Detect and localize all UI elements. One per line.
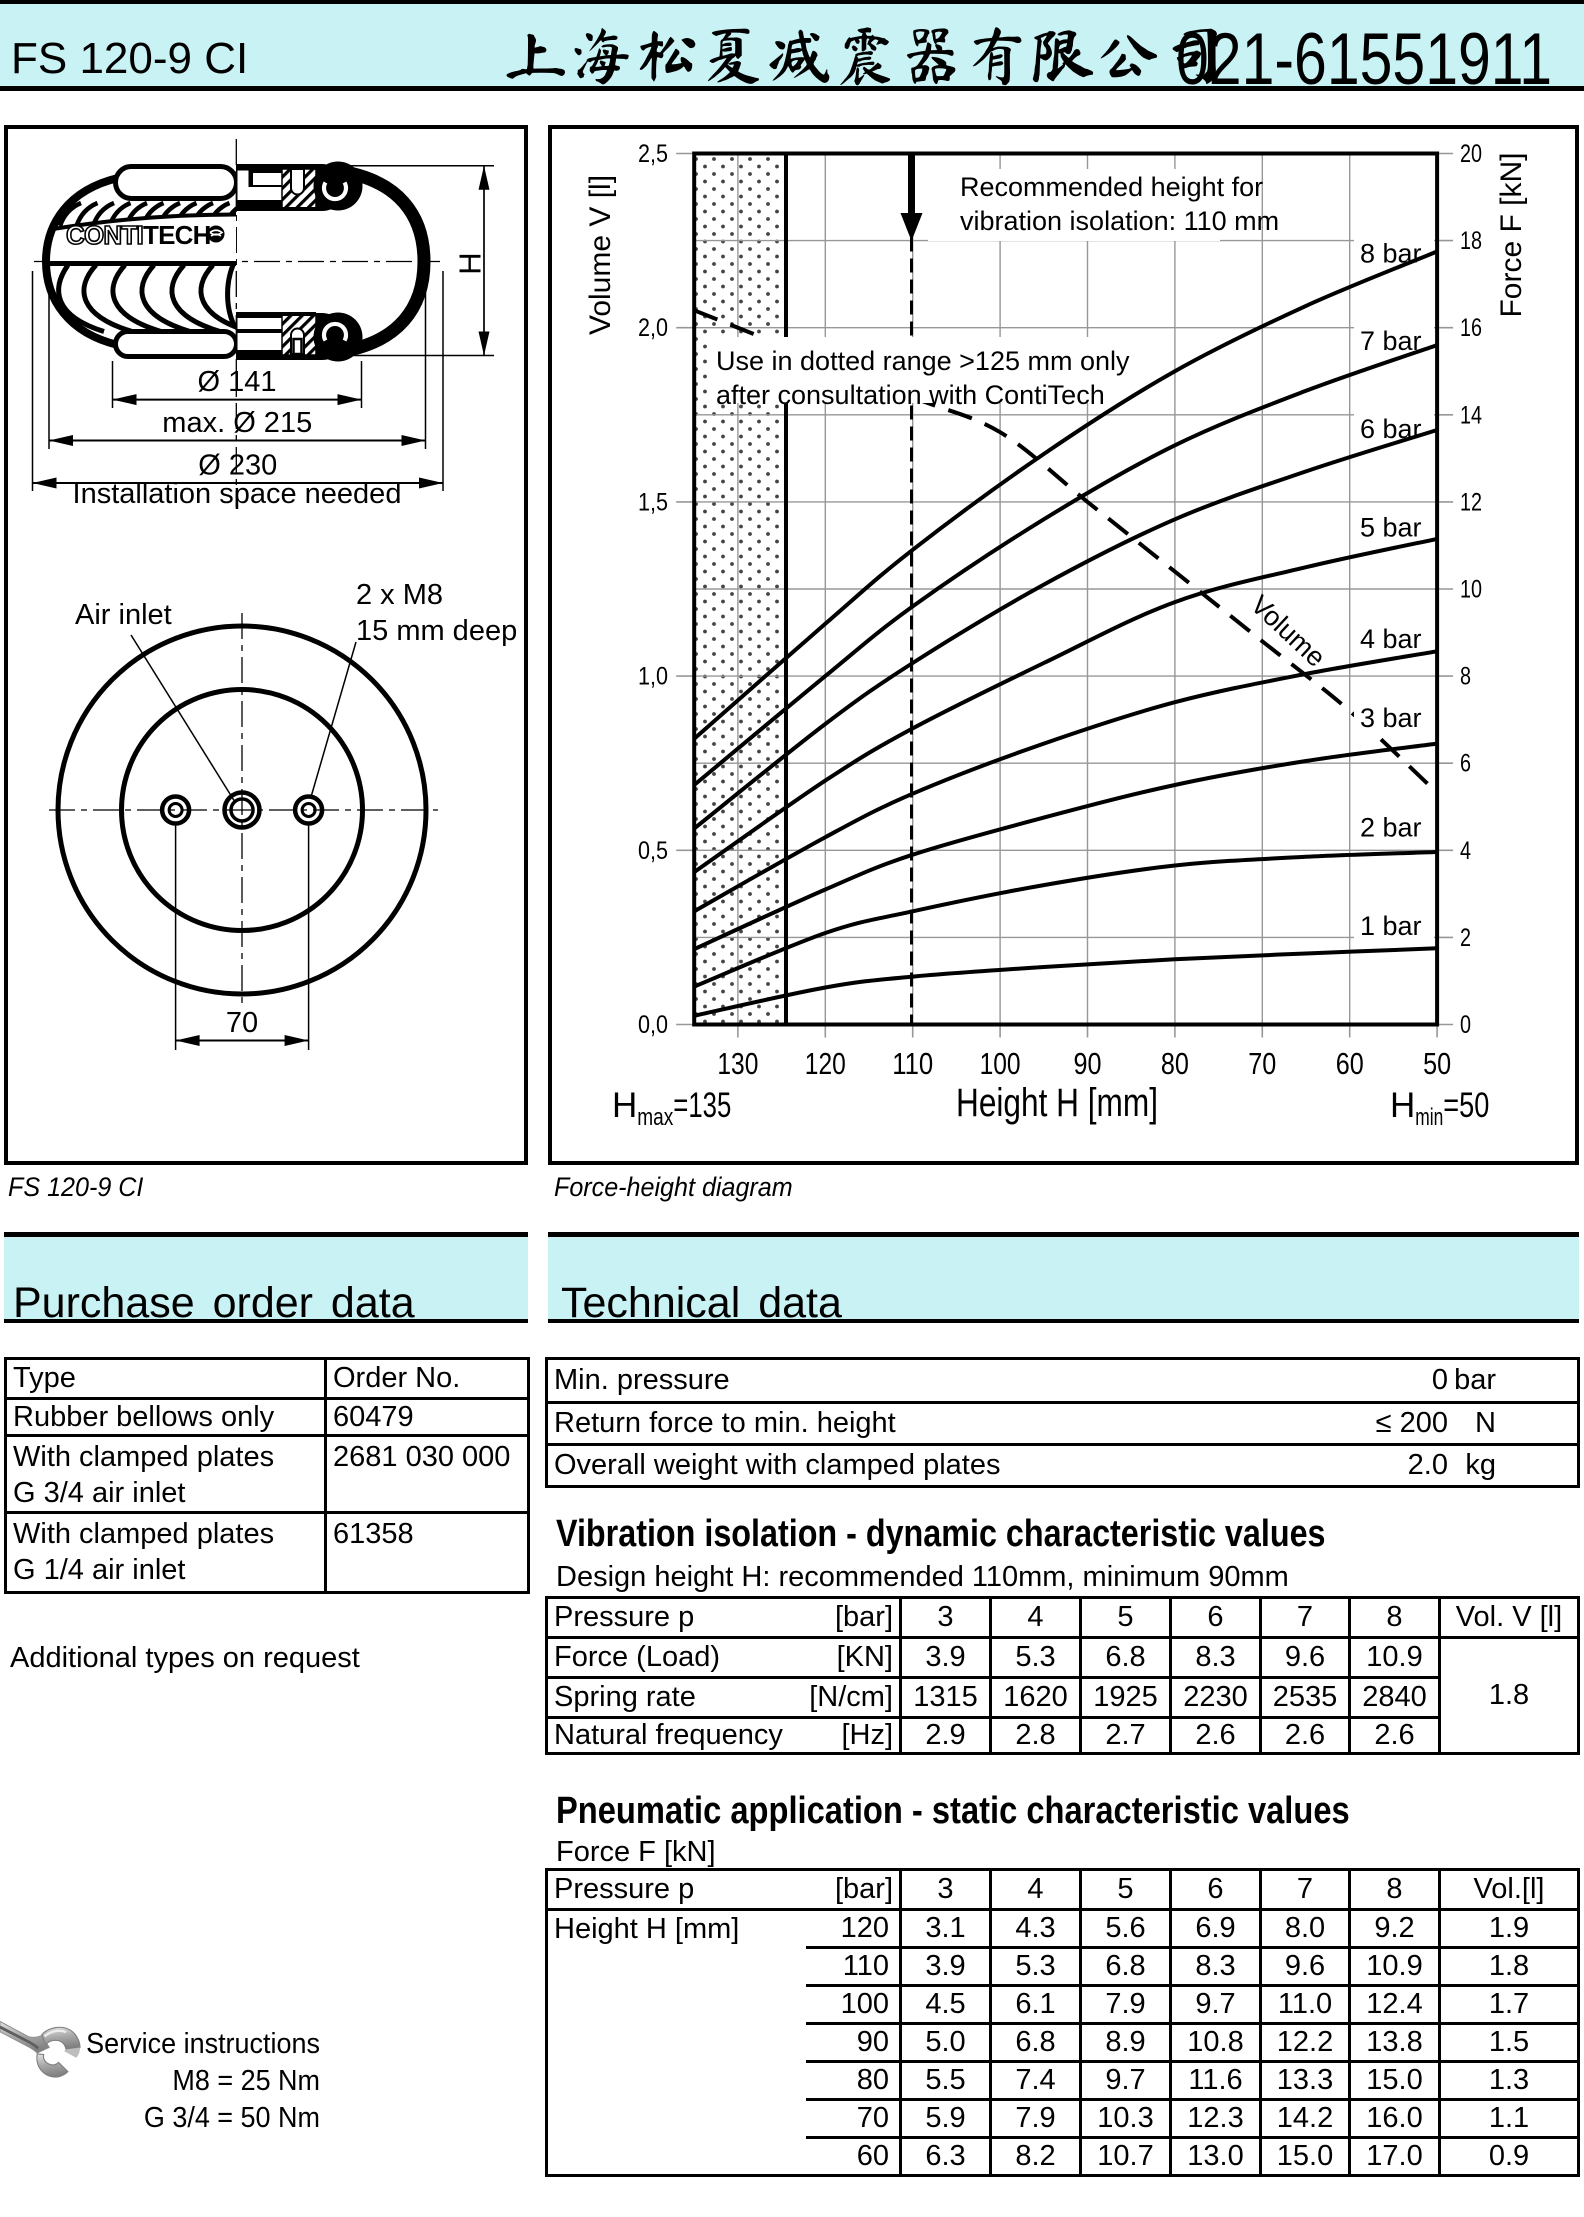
svg-text:2 bar: 2 bar <box>1360 813 1422 843</box>
svg-text:TECH: TECH <box>143 220 211 250</box>
svg-text:100: 100 <box>980 1046 1021 1081</box>
svg-text:18: 18 <box>1460 227 1482 255</box>
svg-text:50: 50 <box>1423 1046 1451 1081</box>
svg-text:14: 14 <box>1460 401 1482 429</box>
svg-text:130: 130 <box>717 1046 758 1081</box>
svg-text:Installation space needed: Installation space needed <box>73 478 402 510</box>
svg-text:0,5: 0,5 <box>638 837 668 865</box>
svg-text:Ø 141: Ø 141 <box>198 366 277 398</box>
svg-text:H: H <box>453 252 488 274</box>
svg-text:Recommended height for: Recommended height for <box>960 172 1263 202</box>
svg-text:1,0: 1,0 <box>638 663 668 691</box>
svg-text:CONTI: CONTI <box>66 220 143 250</box>
svg-text:0,0: 0,0 <box>638 1011 668 1039</box>
svg-text:2,0: 2,0 <box>638 314 668 342</box>
svg-text:3 bar: 3 bar <box>1360 703 1422 733</box>
svg-text:Hmin=50: Hmin=50 <box>1390 1086 1489 1131</box>
svg-text:2,5: 2,5 <box>638 140 668 168</box>
svg-text:10: 10 <box>1460 576 1482 604</box>
svg-text:Hmax=135: Hmax=135 <box>612 1086 731 1131</box>
svg-text:8: 8 <box>1460 663 1471 691</box>
svg-text:Force F [kN]: Force F [kN] <box>1495 152 1528 317</box>
svg-text:Volume V [l]: Volume V [l] <box>584 175 617 335</box>
svg-text:2: 2 <box>1460 924 1471 952</box>
svg-text:2 x M8: 2 x M8 <box>356 579 443 611</box>
svg-text:70: 70 <box>226 1007 258 1039</box>
svg-text:4: 4 <box>1460 837 1471 865</box>
svg-text:Ø 230: Ø 230 <box>198 450 277 482</box>
svg-text:8 bar: 8 bar <box>1360 239 1422 269</box>
svg-text:5 bar: 5 bar <box>1360 513 1422 543</box>
svg-text:7 bar: 7 bar <box>1360 326 1422 356</box>
svg-text:4 bar: 4 bar <box>1360 624 1422 654</box>
svg-text:90: 90 <box>1074 1046 1102 1081</box>
svg-text:16: 16 <box>1460 314 1482 342</box>
svg-text:1 bar: 1 bar <box>1360 911 1422 941</box>
svg-text:6: 6 <box>1460 750 1471 778</box>
svg-text:60: 60 <box>1336 1046 1364 1081</box>
svg-text:after consultation with ContiT: after consultation with ContiTech <box>716 380 1105 410</box>
svg-text:120: 120 <box>805 1046 846 1081</box>
svg-text:vibration isolation: 110 mm: vibration isolation: 110 mm <box>960 206 1279 236</box>
svg-text:70: 70 <box>1248 1046 1276 1081</box>
svg-text:021-61551911: 021-61551911 <box>1176 19 1552 100</box>
svg-text:1,5: 1,5 <box>638 488 668 516</box>
svg-text:12: 12 <box>1460 488 1482 516</box>
svg-text:110: 110 <box>892 1046 933 1081</box>
svg-text:15 mm deep: 15 mm deep <box>356 615 517 647</box>
svg-text:max. Ø 215: max. Ø 215 <box>162 407 312 439</box>
svg-text:20: 20 <box>1460 140 1482 168</box>
svg-text:0: 0 <box>1460 1011 1471 1039</box>
svg-text:80: 80 <box>1161 1046 1189 1081</box>
svg-text:Use in dotted range >125 mm on: Use in dotted range >125 mm only <box>716 346 1130 376</box>
svg-text:Air inlet: Air inlet <box>75 599 172 631</box>
svg-text:Height H [mm]: Height H [mm] <box>956 1081 1158 1125</box>
